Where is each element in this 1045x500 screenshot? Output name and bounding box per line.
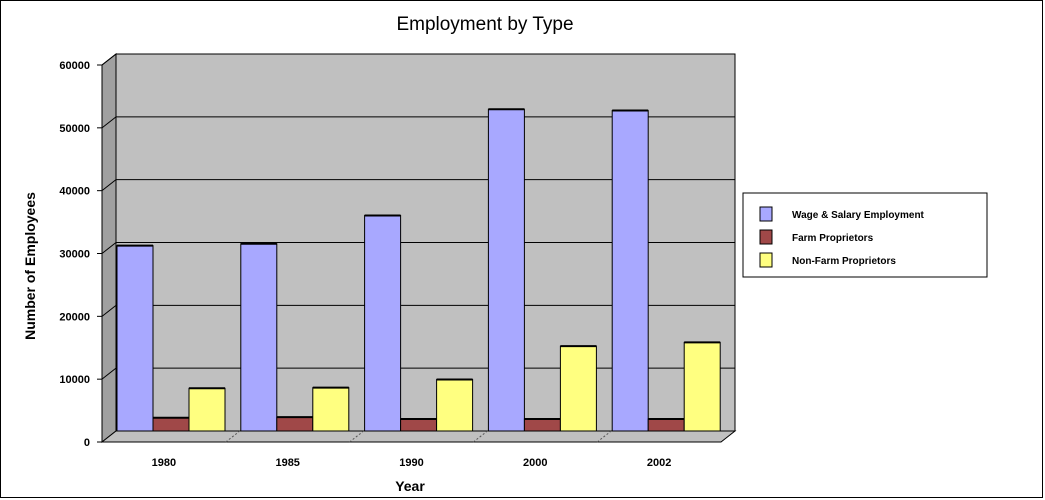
x-tick-label: 1980: [152, 457, 176, 469]
gridline-side: [101, 242, 117, 254]
bar: [647, 418, 685, 432]
bar: [523, 418, 561, 432]
legend-label: Non-Farm Proprietors: [792, 256, 896, 267]
x-tick-label: 1985: [275, 457, 299, 469]
bar: [276, 416, 314, 432]
plot-floor: [100, 430, 737, 443]
x-tick-label: 2002: [647, 457, 671, 469]
bar: [188, 387, 226, 432]
bar: [116, 245, 154, 432]
gridline-side: [101, 116, 117, 129]
category-divider: [349, 430, 364, 443]
y-tick-label: 40000: [59, 186, 90, 198]
bar: [364, 214, 402, 432]
gridline-side: [101, 179, 117, 192]
legend-box: [742, 192, 988, 278]
bar: [683, 341, 721, 432]
bar: [559, 345, 597, 432]
x-axis-label: Year: [395, 478, 425, 494]
y-tick-label: 30000: [59, 249, 90, 261]
bar: [487, 108, 525, 432]
chart-title: Employment by Type: [396, 14, 574, 35]
legend-swatch: [759, 229, 773, 245]
y-axis-label: Number of Employees: [22, 192, 38, 340]
bar: [312, 387, 350, 432]
y-tick-label: 50000: [59, 123, 90, 135]
bar: [240, 243, 278, 432]
x-tick-label: 2000: [523, 457, 547, 469]
y-tick-label: 20000: [59, 311, 90, 323]
bar: [611, 110, 649, 432]
category-divider: [473, 430, 488, 443]
y-tick-label: 10000: [59, 374, 90, 386]
legend-label: Farm Proprietors: [792, 233, 874, 244]
bar: [400, 418, 438, 432]
gridline-side: [101, 53, 117, 66]
bar: [436, 378, 474, 432]
y-tick-label: 60000: [59, 60, 90, 72]
x-tick-label: 1990: [399, 457, 423, 469]
y-tick-label: 0: [84, 437, 90, 449]
category-divider: [596, 430, 612, 443]
legend-label: Wage & Salary Employment: [792, 210, 925, 221]
gridline-side: [101, 304, 117, 317]
category-divider: [225, 430, 241, 443]
legend-swatch: [759, 206, 773, 222]
legend-swatch: [759, 252, 773, 268]
bar: [152, 417, 190, 432]
gridline-side: [101, 367, 117, 380]
